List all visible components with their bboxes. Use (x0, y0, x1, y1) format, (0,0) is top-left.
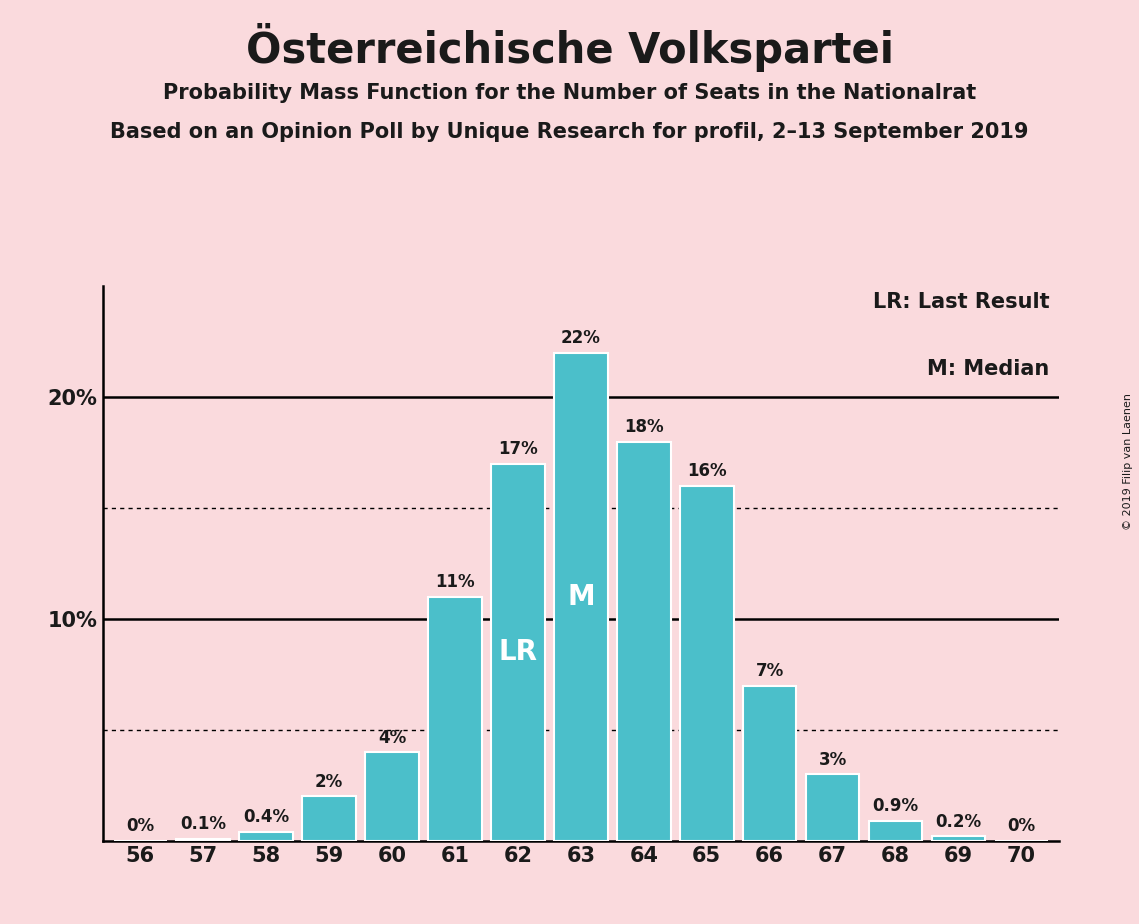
Text: © 2019 Filip van Laenen: © 2019 Filip van Laenen (1123, 394, 1133, 530)
Bar (239, 832, 293, 841)
Bar (366, 752, 419, 841)
Text: 0.4%: 0.4% (243, 808, 289, 826)
Bar (806, 774, 860, 841)
Text: 0.2%: 0.2% (935, 813, 982, 831)
Text: 0%: 0% (126, 818, 155, 835)
Bar (428, 597, 482, 841)
Text: LR: Last Result: LR: Last Result (874, 292, 1050, 312)
Bar (491, 464, 544, 841)
Text: 18%: 18% (624, 419, 664, 436)
Text: 22%: 22% (560, 330, 601, 347)
Bar (617, 442, 671, 841)
Text: Österreichische Volkspartei: Österreichische Volkspartei (246, 23, 893, 72)
Text: 4%: 4% (378, 729, 407, 747)
Text: M: M (567, 583, 595, 611)
Text: 2%: 2% (316, 773, 343, 791)
Bar (555, 353, 607, 841)
Text: 3%: 3% (819, 751, 846, 769)
Text: 16%: 16% (687, 463, 727, 480)
Bar (932, 836, 985, 841)
Text: 7%: 7% (755, 663, 784, 680)
Text: Based on an Opinion Poll by Unique Research for profil, 2–13 September 2019: Based on an Opinion Poll by Unique Resea… (110, 122, 1029, 142)
Bar (680, 486, 734, 841)
Bar (177, 839, 230, 841)
Bar (869, 821, 923, 841)
Text: 11%: 11% (435, 574, 475, 591)
Text: Probability Mass Function for the Number of Seats in the Nationalrat: Probability Mass Function for the Number… (163, 83, 976, 103)
Text: M: Median: M: Median (927, 359, 1050, 379)
Text: 0%: 0% (1007, 818, 1035, 835)
Bar (743, 686, 796, 841)
Text: 17%: 17% (498, 441, 538, 458)
Bar (302, 796, 355, 841)
Text: 0.1%: 0.1% (180, 815, 227, 833)
Text: 0.9%: 0.9% (872, 797, 919, 815)
Text: LR: LR (499, 638, 538, 666)
